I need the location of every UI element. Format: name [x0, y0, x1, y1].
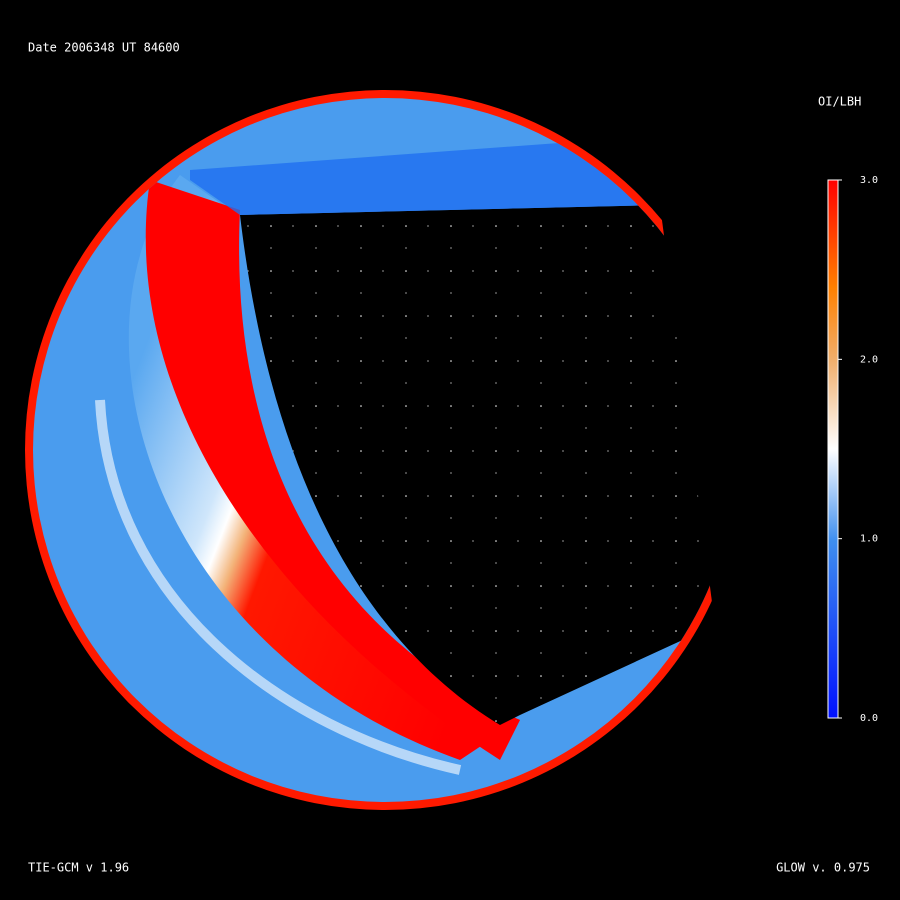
colorbar-tick-label: 3.0: [860, 175, 878, 186]
graticule: [240, 205, 737, 725]
colorbar-tick-label: 0.0: [860, 713, 878, 724]
white-band: [95, 399, 462, 775]
colorbar-tick-label: 2.0: [860, 354, 878, 365]
model-label: TIE-GCM v 1.96: [28, 861, 129, 875]
colorbar: [827, 179, 839, 719]
colorbar-tick-label: 1.0: [860, 534, 878, 545]
globe: [25, 90, 760, 810]
red-crescent: [145, 180, 521, 760]
polar-cap: [190, 140, 660, 215]
colorbar-title: OI/LBH: [818, 95, 861, 109]
title: Date 2006348 UT 84600: [28, 41, 180, 55]
version-label: GLOW v. 0.975: [776, 861, 870, 875]
gap: [660, 140, 760, 625]
